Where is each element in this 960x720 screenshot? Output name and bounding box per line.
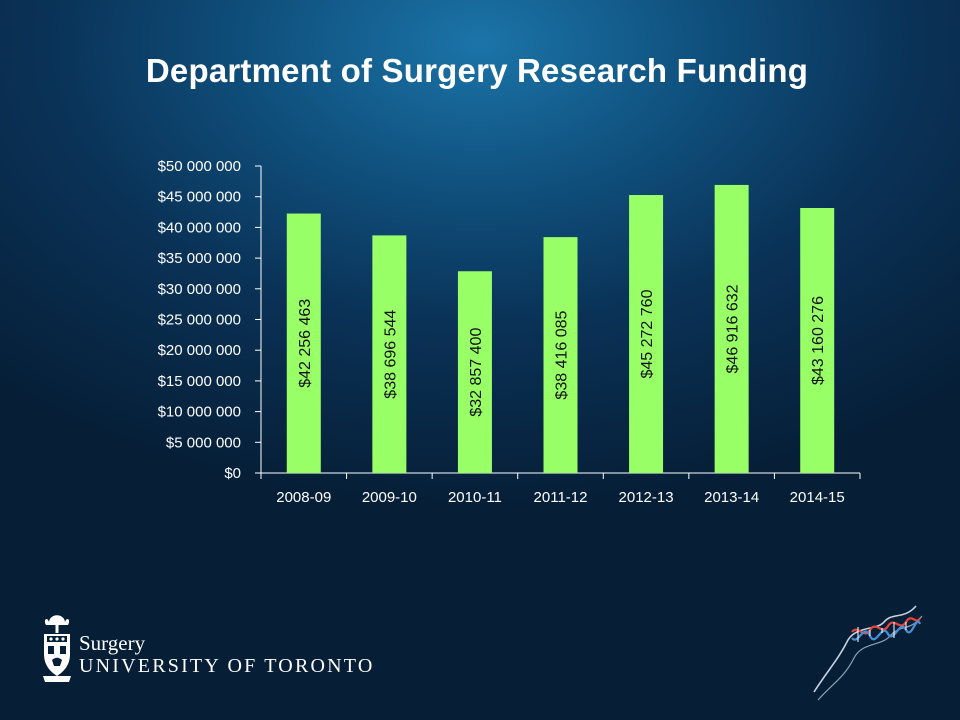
x-tick-label: 2014-15 <box>790 489 845 506</box>
data-label: $45 272 760 <box>639 289 656 378</box>
y-axis-labels: $0 $5 000 000 $10 000 000 $15 000 000 $20 00… <box>158 158 241 482</box>
x-tick-label: 2012-13 <box>619 489 674 506</box>
y-tick-label: $0 <box>224 465 241 482</box>
y-tick-label: $40 000 000 <box>158 219 241 236</box>
dna-helix-icon <box>813 605 923 701</box>
university-name: UNIVERSITY OF TORONTO <box>79 655 375 677</box>
data-label: $38 696 544 <box>382 310 399 399</box>
bar-2008-09 <box>286 213 321 473</box>
x-tick-label: 2011-12 <box>534 489 588 506</box>
bar-2014-15 <box>800 207 835 473</box>
y-tick-label: $50 000 000 <box>158 158 241 175</box>
y-tick-label: $35 000 000 <box>158 250 241 267</box>
bar-2012-13 <box>629 195 664 473</box>
y-tick-label: $5 000 000 <box>166 434 241 451</box>
y-tick-label: $15 000 000 <box>158 373 241 390</box>
y-tick-label: $45 000 000 <box>158 189 241 206</box>
data-label: $43 160 276 <box>810 296 827 385</box>
crest-icon <box>43 615 71 682</box>
y-tick-label: $20 000 000 <box>158 342 241 359</box>
data-label: $42 256 463 <box>297 299 314 388</box>
chart-title: Department of Surgery Research Funding <box>145 52 809 89</box>
x-tick-label: 2013-14 <box>704 489 759 506</box>
chart-bars <box>286 184 835 473</box>
bar-2009-10 <box>372 235 407 473</box>
department-name: Surgery <box>79 631 146 655</box>
y-tick-label: $30 000 000 <box>158 281 241 298</box>
x-tick-label: 2010-11 <box>448 489 502 506</box>
bar-2011-12 <box>543 237 578 473</box>
y-tick-label: $10 000 000 <box>158 404 241 421</box>
x-tick-label: 2008-09 <box>276 489 331 506</box>
x-tick-label: 2009-10 <box>362 489 417 506</box>
bar-2013-14 <box>714 184 749 473</box>
y-tick-label: $25 000 000 <box>158 312 241 329</box>
bar-2010-11 <box>457 271 492 473</box>
x-axis-labels: 2008-09 2009-10 2010-11 2011-12 2012-13 2013-… <box>276 489 844 506</box>
data-label: $46 916 632 <box>725 284 742 373</box>
data-labels: $42 256 463 $38 696 544 $32 857 400 $38 416… <box>297 284 827 416</box>
university-logo: Surgery UNIVERSITY OF TORONTO <box>36 610 376 690</box>
data-label: $38 416 085 <box>554 310 571 399</box>
data-label: $32 857 400 <box>468 328 485 417</box>
